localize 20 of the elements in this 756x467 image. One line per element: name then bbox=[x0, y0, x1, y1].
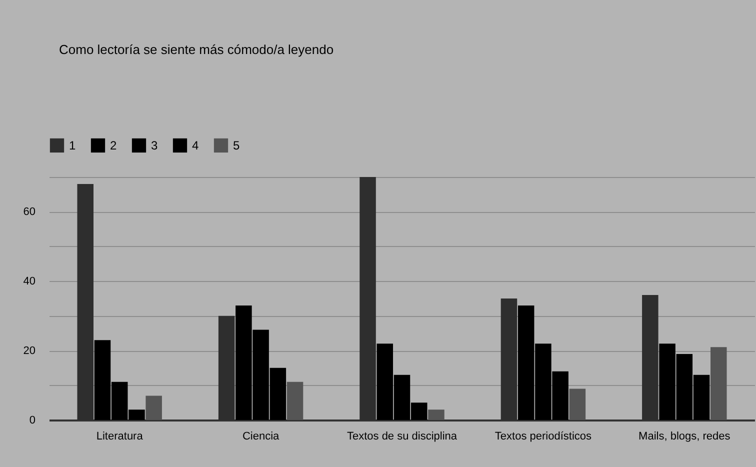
bar bbox=[569, 388, 586, 420]
bar bbox=[146, 396, 162, 420]
x-tick-label: Ciencia bbox=[242, 430, 280, 442]
y-tick-label: 60 bbox=[23, 206, 36, 218]
legend-label: 5 bbox=[233, 138, 240, 152]
bar bbox=[710, 347, 727, 420]
y-tick-label: 20 bbox=[23, 345, 36, 358]
legend-label: 3 bbox=[151, 138, 158, 152]
y-tick-label: 40 bbox=[23, 276, 36, 288]
x-tick-label: Textos de su disciplina bbox=[346, 430, 458, 442]
bar bbox=[428, 410, 444, 420]
x-tick-label: Textos periodísticos bbox=[494, 430, 592, 442]
legend-label: 1 bbox=[69, 138, 76, 152]
x-tick-label: Literatura bbox=[96, 430, 144, 442]
chart-title: Como lectoría se siente más cómodo/a leyendo bbox=[59, 42, 334, 57]
legend-label: 4 bbox=[192, 138, 199, 152]
y-tick-label: 0 bbox=[29, 414, 36, 426]
legend-label: 2 bbox=[110, 138, 117, 152]
x-tick-label: Mails, blogs, redes bbox=[638, 430, 731, 442]
bar bbox=[286, 382, 304, 420]
